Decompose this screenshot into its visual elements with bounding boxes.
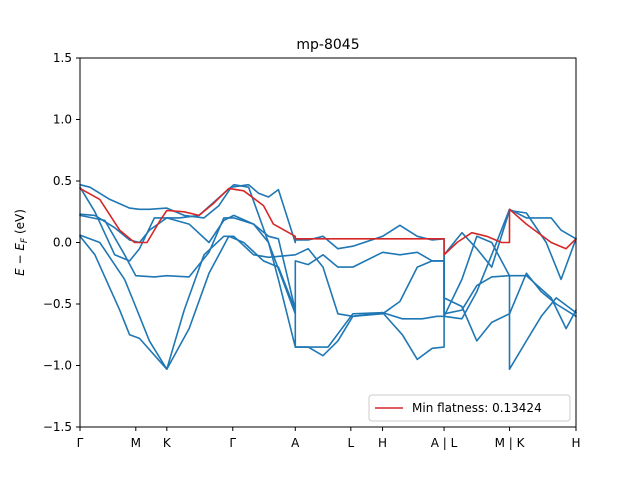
band-line-1 [79, 183, 577, 320]
x-tick-label: Γ [229, 436, 236, 450]
legend-box [368, 394, 571, 422]
x-tick-label: Γ [77, 436, 84, 450]
legend: Min flatness: 0.13424 [368, 394, 571, 422]
band-line-5 [79, 235, 577, 370]
band-line-3 [79, 209, 577, 361]
y-tick-label: 0.5 [53, 174, 72, 188]
x-tick-label: A [291, 436, 300, 450]
band-line-4 [79, 234, 577, 370]
flattest-band-line [79, 187, 577, 256]
x-tick-label: K [163, 436, 172, 450]
x-tick-label: L [347, 436, 354, 450]
y-tick-label: 1.5 [53, 51, 72, 65]
y-axis-label: E − EF (eV) [13, 209, 30, 276]
y-tick-label: −0.5 [43, 297, 72, 311]
y-tick-label: −1.0 [43, 359, 72, 373]
band-lines [79, 183, 577, 370]
x-axis-ticks: Γ M K Γ A L H A | L M | K H [77, 427, 581, 450]
legend-label: Min flatness: 0.13424 [412, 401, 542, 415]
x-tick-label: A | L [431, 436, 458, 450]
y-axis-ticks: −1.5 −1.0 −0.5 0.0 0.5 1.0 1.5 [43, 51, 80, 434]
x-tick-label: H [571, 436, 580, 450]
y-tick-label: 1.0 [53, 113, 72, 127]
x-tick-label: M [131, 436, 141, 450]
x-tick-label: H [378, 436, 387, 450]
chart-title: mp-8045 [296, 37, 359, 53]
y-tick-label: −1.5 [43, 420, 72, 434]
y-tick-label: 0.0 [53, 236, 72, 250]
highlight-band [79, 187, 577, 256]
band-line-6 [79, 183, 297, 315]
x-tick-label: M | K [495, 436, 526, 450]
